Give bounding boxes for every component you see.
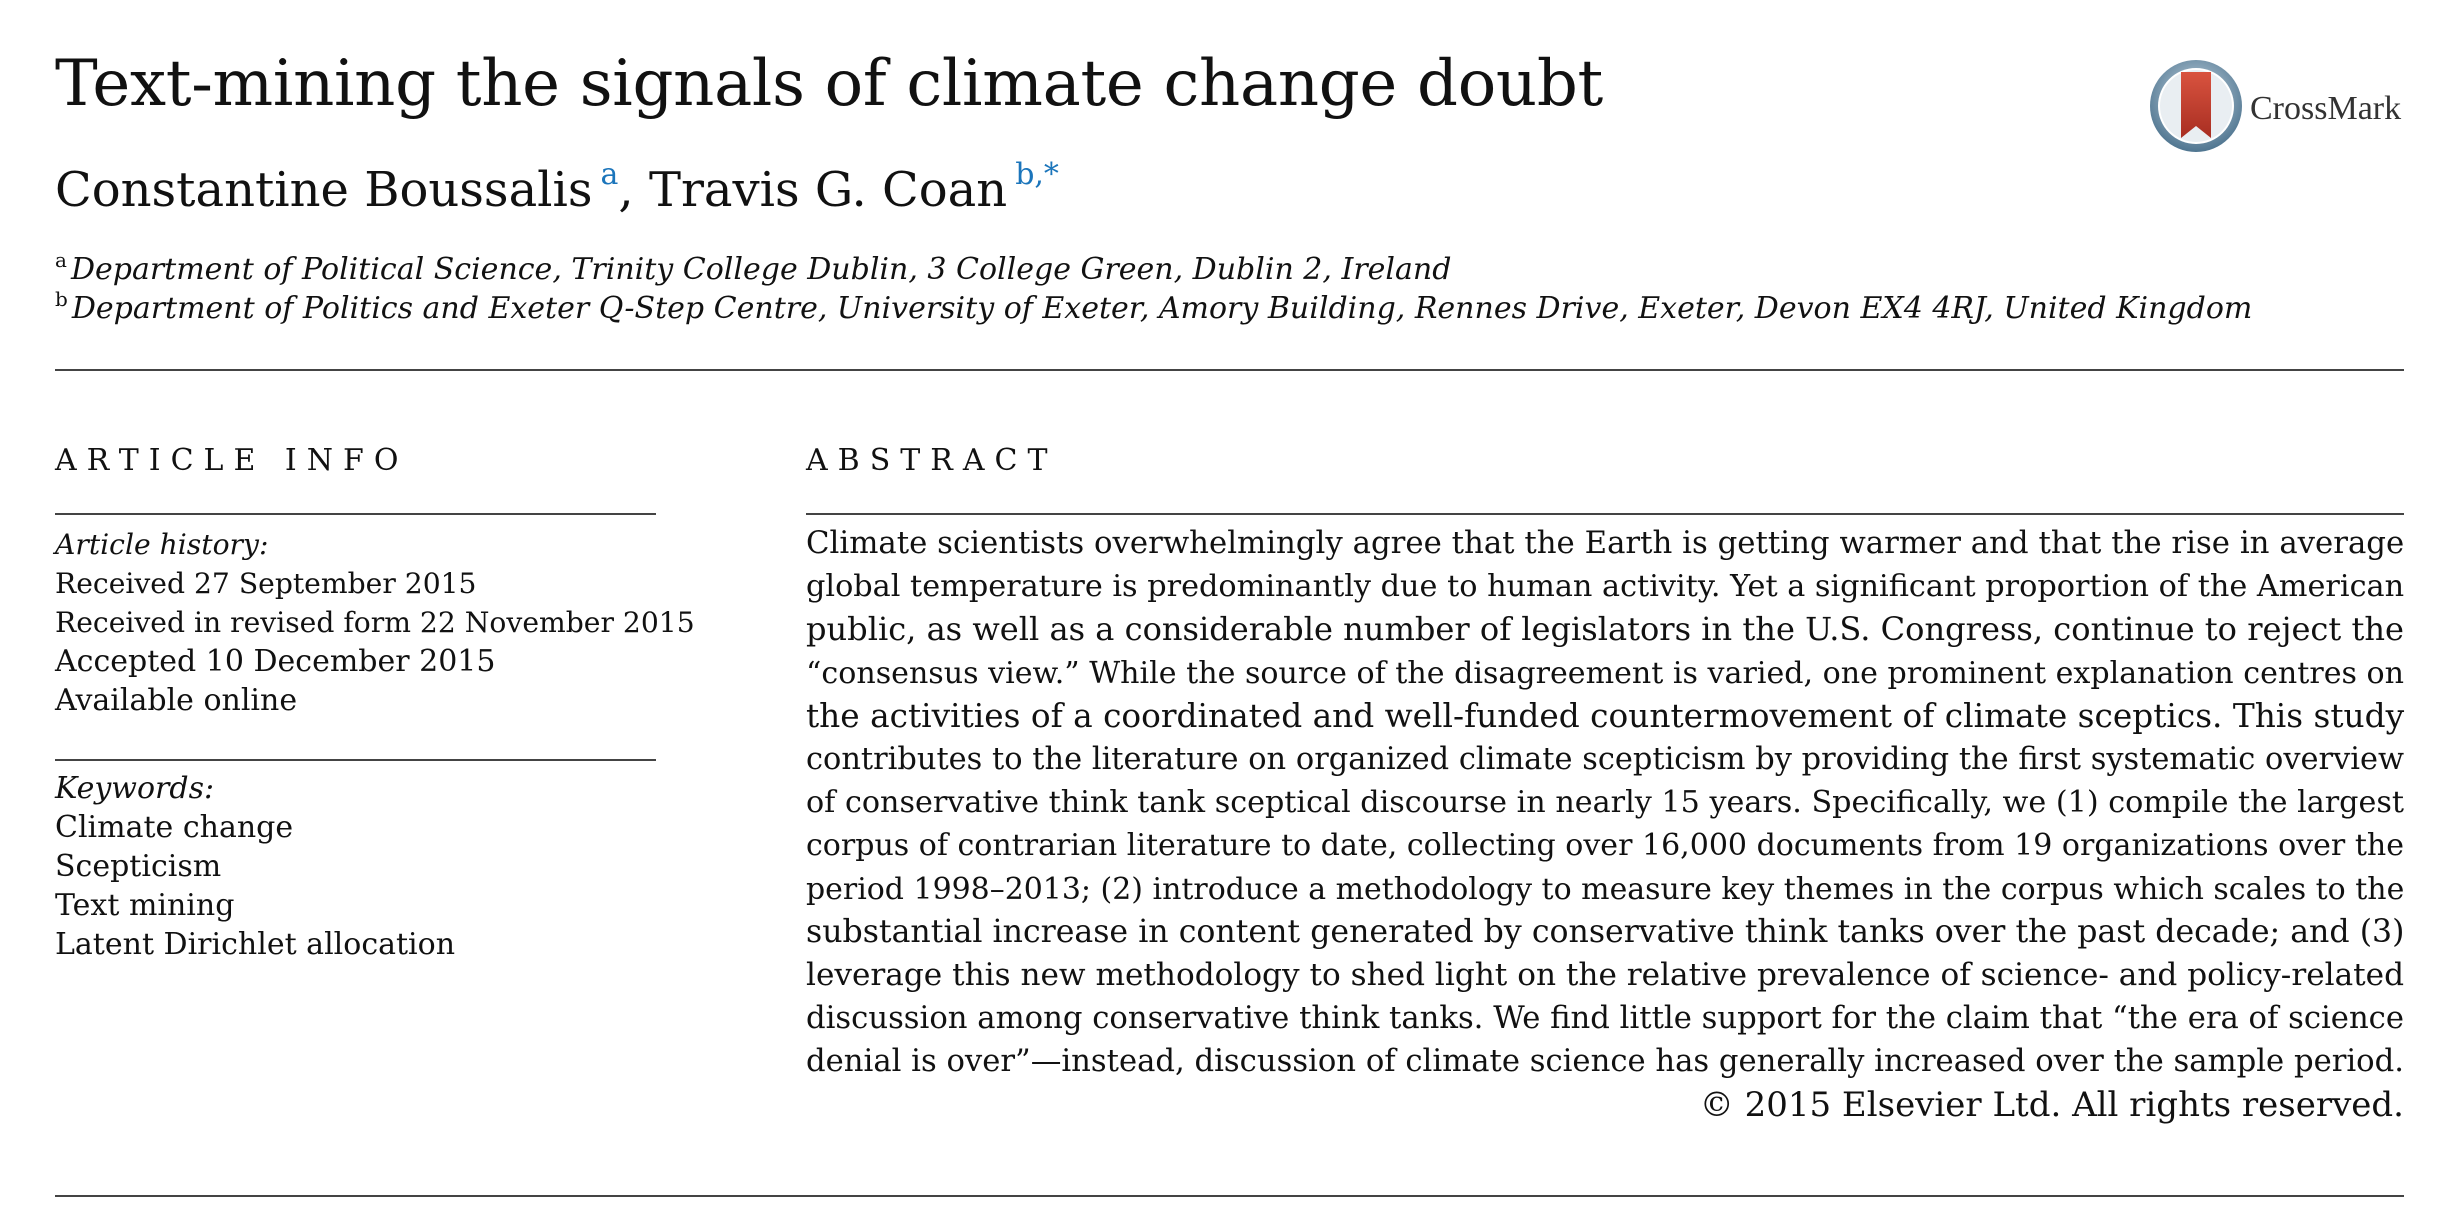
history-item-received: Received 27 September 2015 [55,567,477,600]
article-title: Text-mining the signals of climate chang… [55,47,1603,121]
copyright-notice: © 2015 Elsevier Ltd. All rights reserved… [1699,1085,2404,1125]
abstract-line: global temperature is predominantly due … [806,569,2405,605]
history-item-revised: Received in revised form 22 November 201… [55,606,695,639]
affiliation-list: a Department of Political Science, Trinit… [55,250,2252,328]
abstract-line: public, as well as a considerable number… [806,610,2404,649]
history-item-online: Available online [55,683,298,718]
abstract-line: period 1998–2013; (2) introduce a method… [806,871,2405,907]
affiliation-text: Department of Politics and Exeter Q-Step… [71,291,2253,326]
article-history: Article history: Received 27 September 2… [55,525,695,720]
crossmark-label: CrossMark [2250,90,2402,127]
keyword-item: Text mining [55,888,235,923]
abstract-line: discussion among conservative think tank… [806,1001,2404,1037]
author-name[interactable]: Travis G. Coan [648,162,1008,218]
article-history-heading: Article history: [55,528,269,561]
abstract-line: corpus of contrarian literature to date,… [806,828,2404,864]
abstract-line: leverage this new methodology to shed li… [806,957,2404,994]
author-affiliation-mark[interactable]: a [600,157,619,192]
abstract-line: denial is over”—instead, discussion of c… [806,1044,2404,1080]
article-info-divider [55,513,656,515]
affiliation-text: Department of Political Science, Trinity… [70,252,1452,287]
keyword-item: Climate change [55,810,294,845]
affiliation: b Department of Politics and Exeter Q-Ste… [55,289,2252,328]
keyword-item: Scepticism [55,849,222,884]
keywords-divider [55,759,656,761]
keywords: Keywords: Climate change Scepticism Text… [55,769,455,964]
affiliation: a Department of Political Science, Trinit… [55,250,2252,289]
abstract-line: of conservative think tank sceptical dis… [806,785,2404,821]
abstract-line: the activities of a coordinated and well… [806,696,2405,735]
author-affiliation-mark[interactable]: b,* [1015,157,1059,192]
article-info-heading: ARTICLE INFO [55,443,409,478]
affiliation-mark: b [55,287,68,311]
author-list: Constantine Boussalis a, Travis G. Coan b,… [55,160,1059,220]
abstract-divider [806,513,2404,515]
abstract-line: substantial increase in content generate… [806,913,2405,950]
history-item-accepted: Accepted 10 December 2015 [55,644,496,679]
abstract-text: Climate scientists overwhelmingly agree … [806,522,2404,1084]
abstract-line: “consensus view.” While the source of th… [806,655,2404,691]
author-name[interactable]: Constantine Boussalis [55,162,593,218]
affiliation-mark: a [55,248,67,272]
author-separator: , [618,162,634,218]
crossmark-badge[interactable]: CrossMark [2148,58,2401,154]
abstract-heading: ABSTRACT [806,443,1058,478]
abstract-line: contributes to the literature on organiz… [806,742,2404,778]
abstract-line: Climate scientists overwhelmingly agree … [806,525,2405,561]
header-divider [55,369,2404,371]
keyword-item: Latent Dirichlet allocation [55,927,456,962]
keywords-heading: Keywords: [55,771,215,806]
crossmark-icon [2150,60,2242,152]
footer-divider [55,1195,2404,1197]
